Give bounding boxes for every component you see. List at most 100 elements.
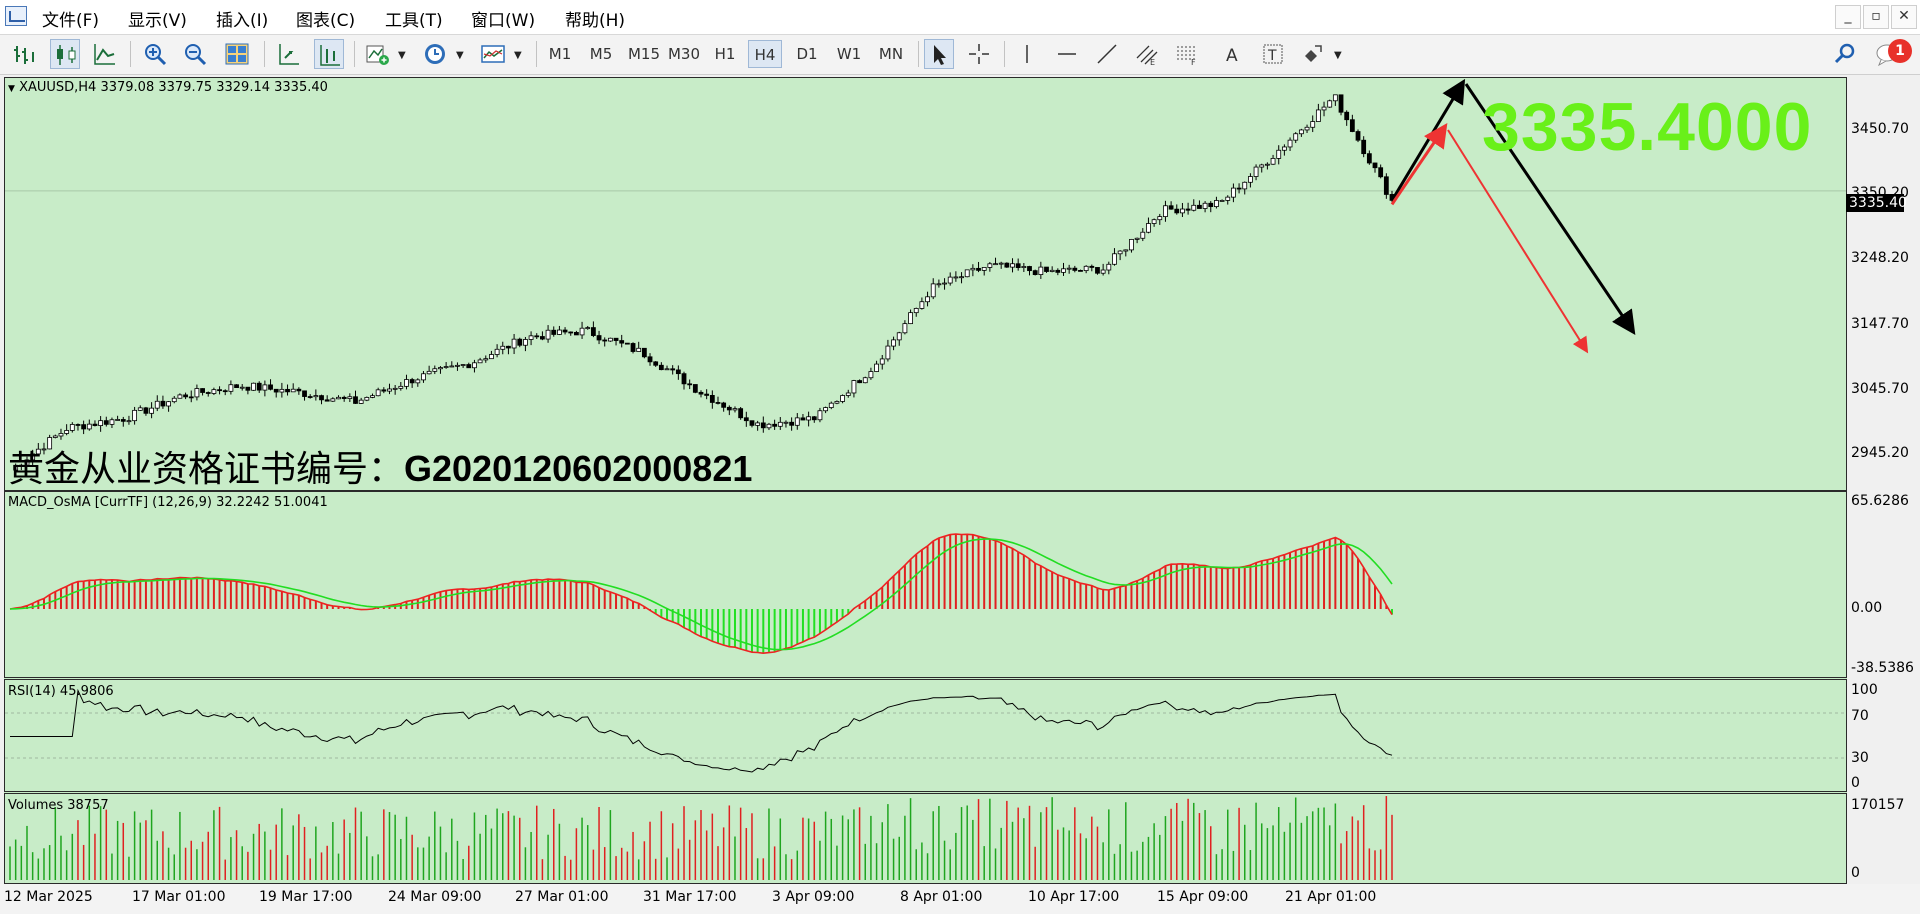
bear-candle (268, 384, 273, 390)
bear-candle (1361, 139, 1367, 155)
bear-candle (1027, 266, 1032, 272)
menu-tools[interactable]: 工具(T) (385, 11, 443, 31)
bull-candle (1225, 196, 1231, 201)
tile-windows-icon[interactable] (222, 39, 252, 69)
bull-candle (851, 380, 857, 394)
bull-candle (953, 276, 959, 279)
vertical-line-icon[interactable] (1012, 39, 1042, 69)
auto-scroll-icon[interactable] (274, 39, 304, 69)
timeframe-m1[interactable]: M1 (548, 45, 572, 63)
bull-candle (732, 408, 738, 411)
macd-line (9, 533, 1393, 655)
candlestick-chart-icon[interactable] (50, 39, 80, 69)
time-axis-label: 27 Mar 01:00 (515, 889, 609, 905)
collapse-triangle-icon[interactable]: ▼ (8, 84, 15, 94)
rsi-axis-label: 30 (1851, 750, 1869, 766)
red-up-arrow (1390, 123, 1448, 206)
bull-candle (239, 386, 245, 389)
equidistant-channel-icon[interactable]: E (1132, 39, 1162, 69)
timeframe-w1[interactable]: W1 (836, 45, 862, 63)
timeframe-m5[interactable]: M5 (589, 45, 613, 63)
trendline-icon[interactable] (1092, 39, 1122, 69)
zoom-out-icon[interactable] (180, 39, 210, 69)
horizontal-line-icon[interactable] (1052, 39, 1082, 69)
line-chart-icon[interactable] (90, 39, 120, 69)
chevron-down-icon[interactable]: ▼ (1334, 50, 1342, 61)
bull-candle (13, 464, 19, 471)
bull-candle (18, 464, 24, 467)
notification-badge[interactable]: 1 (1888, 39, 1912, 63)
menu-help[interactable]: 帮助(H) (565, 11, 626, 31)
svg-text:E: E (1150, 58, 1155, 66)
bear-candle (630, 343, 636, 352)
menu-insert[interactable]: 插入(I) (216, 11, 269, 31)
menu-view[interactable]: 显示(V) (128, 11, 187, 31)
time-axis-label: 19 Mar 17:00 (259, 889, 353, 905)
bear-candle (75, 424, 81, 426)
time-axis-label: 15 Apr 09:00 (1157, 889, 1249, 905)
bull-candle (455, 364, 460, 367)
chart-shift-icon[interactable] (314, 39, 344, 69)
bear-candle (811, 416, 817, 421)
bull-candle (494, 348, 500, 355)
text-tool-icon[interactable]: A (1218, 39, 1248, 69)
timeframe-h4[interactable]: H4 (748, 40, 782, 68)
restore-button[interactable]: ▫ (1863, 5, 1889, 29)
price-axis-label: 3147.70 (1851, 316, 1909, 332)
chevron-down-icon[interactable]: ▼ (398, 50, 406, 61)
close-button[interactable]: ✕ (1891, 5, 1917, 29)
timeframe-mn[interactable]: MN (878, 45, 904, 63)
fibonacci-icon[interactable]: F (1172, 39, 1202, 69)
bear-candle (602, 339, 608, 342)
bull-candle (998, 262, 1004, 265)
time-axis-label: 21 Apr 01:00 (1285, 889, 1377, 905)
minimize-button[interactable]: _ (1835, 5, 1861, 29)
zoom-in-icon[interactable] (140, 39, 170, 69)
price-axis-label: 3045.70 (1851, 381, 1909, 397)
menu-window[interactable]: 窗口(W) (471, 11, 536, 31)
menu-file[interactable]: 文件(F) (42, 11, 100, 31)
bear-candle (1095, 267, 1100, 274)
bull-candle (1117, 250, 1123, 255)
timeframe-d1[interactable]: D1 (796, 45, 818, 63)
bull-candle (1151, 219, 1157, 224)
bull-candle (664, 368, 670, 371)
bear-candle (534, 335, 540, 338)
bear-candle (200, 388, 205, 393)
bear-candle (641, 347, 647, 358)
bull-candle (545, 329, 551, 340)
cursor-icon[interactable] (924, 39, 954, 69)
chart-window[interactable] (4, 77, 1847, 884)
bear-candle (772, 423, 778, 427)
main-price-pane[interactable] (4, 77, 1847, 491)
periods-clock-icon[interactable] (420, 39, 450, 69)
timeframe-h1[interactable]: H1 (714, 45, 736, 63)
arrows-shapes-icon[interactable] (1298, 39, 1328, 69)
bull-candle (47, 437, 53, 450)
big-price-display: 3335.4000 (1482, 89, 1813, 165)
text-label-icon[interactable]: T (1258, 39, 1288, 69)
rsi-pane[interactable] (4, 679, 1847, 792)
bull-candle (64, 430, 70, 434)
timeframe-m30[interactable]: M30 (667, 45, 701, 63)
chevron-down-icon[interactable]: ▼ (514, 50, 522, 61)
bar-chart-icon[interactable] (10, 39, 40, 69)
bear-candle (1344, 111, 1350, 121)
search-icon[interactable] (1830, 39, 1860, 69)
volumes-pane[interactable] (4, 793, 1847, 884)
crosshair-icon[interactable] (964, 39, 994, 69)
bull-candle (313, 395, 319, 398)
templates-icon[interactable] (478, 39, 508, 69)
bull-candle (885, 345, 891, 360)
bear-candle (103, 420, 109, 425)
macd-pane[interactable] (4, 491, 1847, 678)
bull-candle (1327, 100, 1333, 108)
bull-candle (834, 401, 840, 404)
bear-candle (341, 396, 347, 399)
bull-candle (607, 337, 613, 342)
chevron-down-icon[interactable]: ▼ (456, 50, 464, 61)
menu-charts[interactable]: 图表(C) (296, 11, 356, 31)
timeframe-m15[interactable]: M15 (627, 45, 661, 63)
bear-candle (749, 420, 755, 426)
indicators-icon[interactable] (362, 39, 392, 69)
